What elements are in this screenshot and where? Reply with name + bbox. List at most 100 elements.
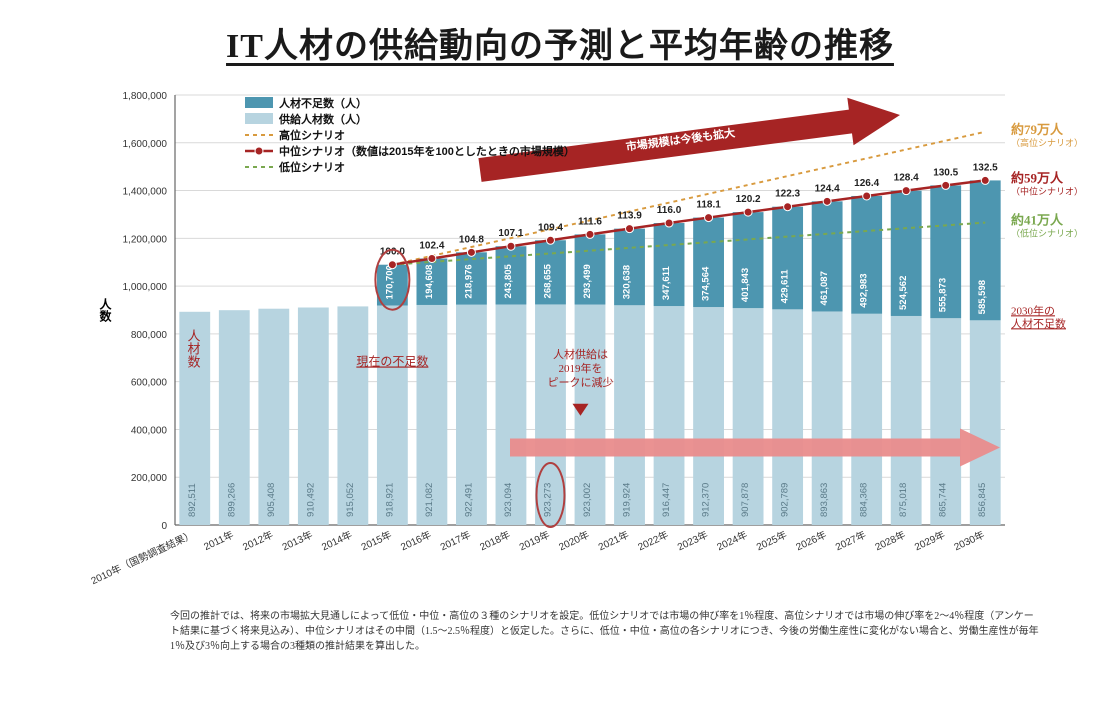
svg-text:218,976: 218,976 xyxy=(463,264,474,298)
svg-text:374,564: 374,564 xyxy=(701,266,712,301)
svg-text:875,018: 875,018 xyxy=(898,483,909,517)
svg-text:2014年: 2014年 xyxy=(319,528,354,553)
svg-text:人材供給は: 人材供給は xyxy=(553,347,608,361)
svg-text:902,789: 902,789 xyxy=(780,483,791,517)
svg-text:524,562: 524,562 xyxy=(898,276,909,310)
svg-text:（中位シナリオ）: （中位シナリオ） xyxy=(1011,185,1080,196)
svg-text:243,805: 243,805 xyxy=(503,263,514,298)
svg-text:126.4: 126.4 xyxy=(854,178,879,189)
svg-text:912,370: 912,370 xyxy=(701,483,712,517)
svg-text:人材不足数（人）: 人材不足数（人） xyxy=(279,96,367,110)
svg-text:922,491: 922,491 xyxy=(463,483,474,517)
svg-text:2022年: 2022年 xyxy=(636,528,671,553)
svg-text:2016年: 2016年 xyxy=(398,528,433,553)
svg-text:429,611: 429,611 xyxy=(780,269,791,304)
svg-text:2017年: 2017年 xyxy=(438,528,473,553)
svg-text:2012年: 2012年 xyxy=(240,528,275,553)
svg-text:170,700: 170,700 xyxy=(384,265,395,299)
svg-text:2015年: 2015年 xyxy=(359,528,394,553)
svg-text:600,000: 600,000 xyxy=(131,378,168,389)
svg-text:401,843: 401,843 xyxy=(740,268,751,302)
svg-text:884,368: 884,368 xyxy=(859,483,870,517)
svg-text:109.4: 109.4 xyxy=(538,222,563,233)
svg-text:2027年: 2027年 xyxy=(833,528,868,553)
svg-text:高位シナリオ: 高位シナリオ xyxy=(279,128,345,142)
svg-text:347,611: 347,611 xyxy=(661,266,672,301)
svg-text:1,800,000: 1,800,000 xyxy=(123,91,168,102)
svg-text:中位シナリオ（数値は2015年を100としたときの市場規模）: 中位シナリオ（数値は2015年を100としたときの市場規模） xyxy=(279,144,575,158)
svg-text:ピークに減少: ピークに減少 xyxy=(547,375,613,389)
svg-text:923,273: 923,273 xyxy=(542,483,553,517)
svg-text:555,873: 555,873 xyxy=(938,278,949,312)
svg-text:約79万人: 約79万人 xyxy=(1011,122,1064,137)
footnote: 今回の推計では、将来の市場拡大見通しによって低位・中位・高位の３種のシナリオを設… xyxy=(170,609,1040,654)
svg-text:2019年: 2019年 xyxy=(517,528,552,553)
svg-text:2026年: 2026年 xyxy=(794,528,829,553)
svg-text:320,638: 320,638 xyxy=(622,265,633,299)
svg-text:892,511: 892,511 xyxy=(187,483,198,517)
svg-text:122.3: 122.3 xyxy=(775,189,800,200)
svg-text:907,878: 907,878 xyxy=(740,483,751,517)
svg-text:2020年: 2020年 xyxy=(557,528,592,553)
svg-text:2030年の: 2030年の xyxy=(1011,303,1055,317)
svg-text:1,200,000: 1,200,000 xyxy=(123,234,168,245)
svg-text:113.9: 113.9 xyxy=(617,211,642,222)
svg-text:120.2: 120.2 xyxy=(736,194,761,205)
svg-text:919,924: 919,924 xyxy=(622,483,633,517)
svg-text:2010年（国勢調査結果）: 2010年（国勢調査結果） xyxy=(89,528,196,587)
svg-text:供給人材数（人）: 供給人材数（人） xyxy=(278,112,367,126)
svg-text:1,400,000: 1,400,000 xyxy=(123,187,168,198)
svg-text:118.1: 118.1 xyxy=(696,200,721,211)
svg-text:1,600,000: 1,600,000 xyxy=(123,139,168,150)
svg-text:100.0: 100.0 xyxy=(380,247,405,258)
svg-text:194,608: 194,608 xyxy=(424,265,435,299)
svg-text:2025年: 2025年 xyxy=(754,528,789,553)
svg-text:910,492: 910,492 xyxy=(305,483,316,517)
svg-text:400,000: 400,000 xyxy=(131,425,168,436)
svg-text:918,921: 918,921 xyxy=(384,483,395,517)
svg-text:2024年: 2024年 xyxy=(715,528,750,553)
svg-text:現在の不足数: 現在の不足数 xyxy=(356,353,428,368)
svg-text:0: 0 xyxy=(161,521,167,532)
svg-text:124.4: 124.4 xyxy=(815,183,840,194)
svg-text:（高位シナリオ）: （高位シナリオ） xyxy=(1011,137,1080,148)
svg-text:2021年: 2021年 xyxy=(596,528,631,553)
svg-text:2013年: 2013年 xyxy=(280,528,315,553)
svg-text:923,002: 923,002 xyxy=(582,483,593,517)
svg-text:約59万人: 約59万人 xyxy=(1011,170,1064,185)
svg-text:921,082: 921,082 xyxy=(424,483,435,517)
svg-text:人数: 人数 xyxy=(98,297,112,323)
svg-text:461,087: 461,087 xyxy=(819,271,830,305)
svg-text:2011年: 2011年 xyxy=(201,528,235,553)
svg-text:130.5: 130.5 xyxy=(933,167,958,178)
svg-text:低位シナリオ: 低位シナリオ xyxy=(278,160,345,174)
chart-container: 0200,000400,000600,000800,0001,000,0001,… xyxy=(40,85,1080,605)
svg-text:800,000: 800,000 xyxy=(131,330,168,341)
svg-text:923,094: 923,094 xyxy=(503,483,514,517)
svg-text:1,000,000: 1,000,000 xyxy=(123,282,168,293)
svg-text:899,266: 899,266 xyxy=(226,483,237,517)
svg-text:2030年: 2030年 xyxy=(952,528,987,553)
svg-text:2029年: 2029年 xyxy=(912,528,947,553)
svg-text:293,499: 293,499 xyxy=(582,264,593,298)
svg-text:2018年: 2018年 xyxy=(477,528,512,553)
svg-text:905,408: 905,408 xyxy=(266,483,277,517)
chart-svg: 0200,000400,000600,000800,0001,000,0001,… xyxy=(40,85,1080,605)
svg-text:111.6: 111.6 xyxy=(578,216,602,227)
svg-text:107.1: 107.1 xyxy=(498,228,523,239)
svg-text:116.0: 116.0 xyxy=(657,205,682,216)
svg-text:128.4: 128.4 xyxy=(894,173,919,184)
svg-text:104.8: 104.8 xyxy=(459,234,484,245)
svg-text:856,845: 856,845 xyxy=(977,483,988,517)
svg-text:人材数: 人材数 xyxy=(186,329,201,368)
svg-text:2019年を: 2019年を xyxy=(558,361,602,375)
svg-text:2028年: 2028年 xyxy=(873,528,908,553)
svg-text:人材不足数: 人材不足数 xyxy=(1011,316,1066,330)
page-title: IT人材の供給動向の予測と平均年齢の推移 xyxy=(0,18,1120,67)
svg-text:915,052: 915,052 xyxy=(345,483,356,517)
svg-text:916,447: 916,447 xyxy=(661,483,672,517)
svg-text:893,863: 893,863 xyxy=(819,483,830,517)
svg-text:492,983: 492,983 xyxy=(859,273,870,307)
svg-text:865,744: 865,744 xyxy=(938,483,949,517)
svg-text:132.5: 132.5 xyxy=(973,162,998,173)
